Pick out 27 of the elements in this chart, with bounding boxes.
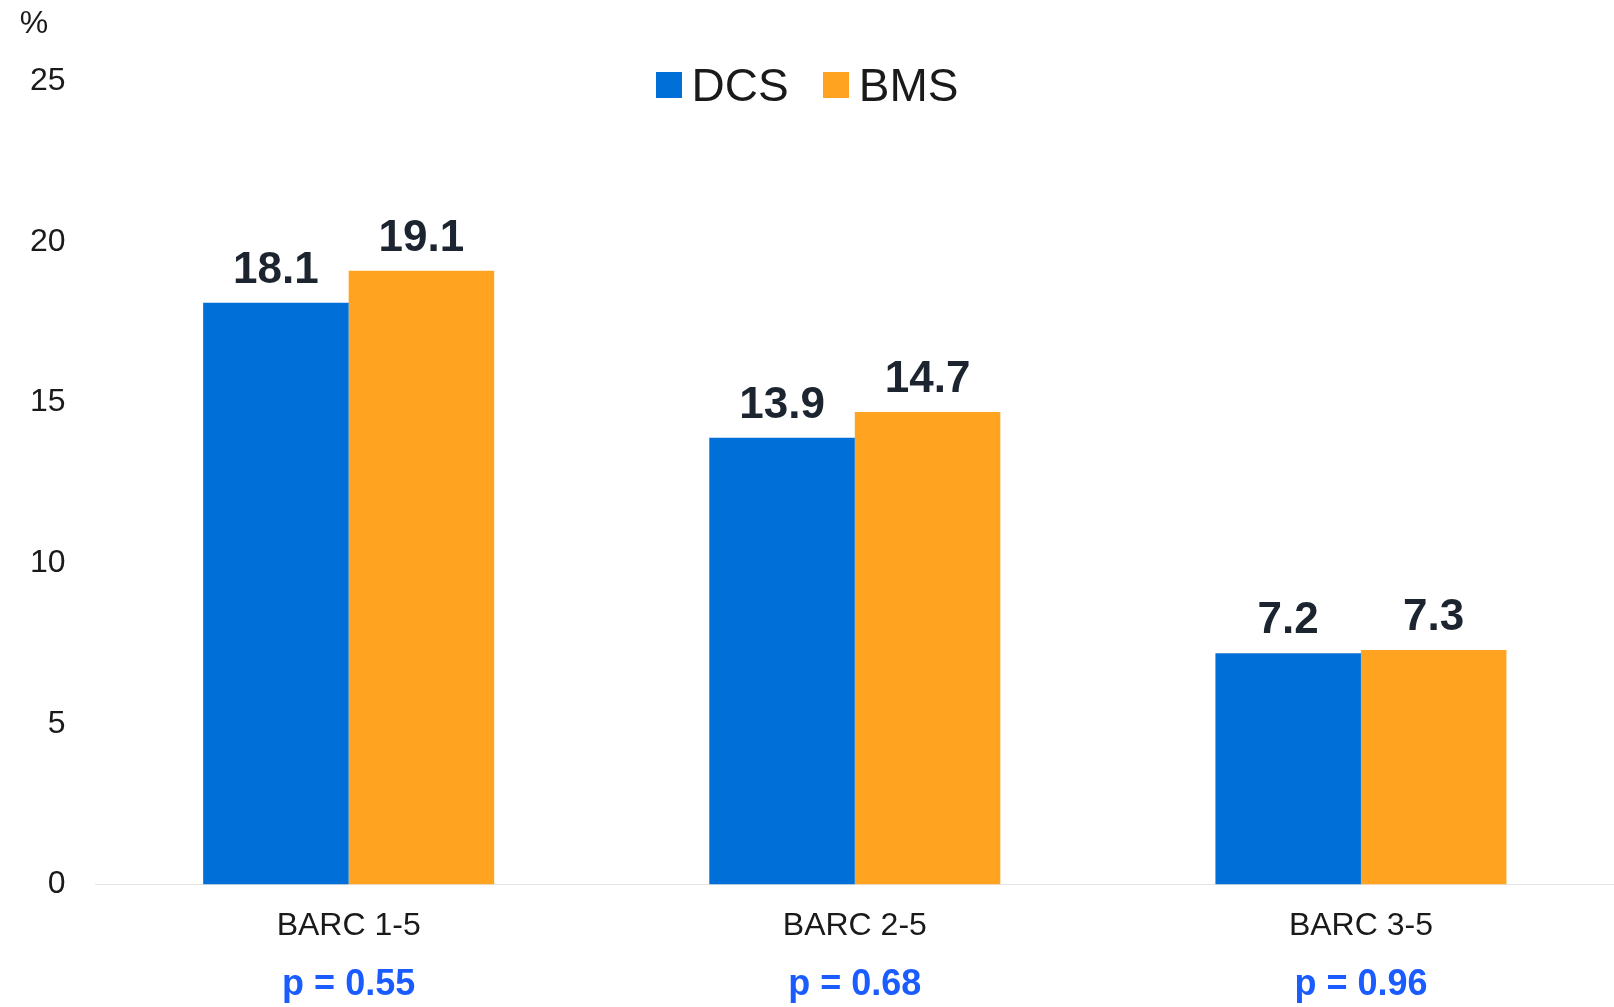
x-tick-label: BARC 3-5 xyxy=(1288,905,1433,942)
data-label: 18.1 xyxy=(233,242,319,292)
text: p = 0.68 xyxy=(788,961,922,1003)
bar xyxy=(854,412,1001,885)
legend-label: DCS xyxy=(691,58,789,112)
legend-label: BMS xyxy=(858,58,959,112)
bar xyxy=(348,270,495,885)
y-axis-title: % xyxy=(19,3,49,40)
data-label: 7.2 xyxy=(1257,593,1319,643)
y-tick-label: 5 xyxy=(47,703,66,740)
bar xyxy=(709,437,855,885)
text: p = 0.55 xyxy=(282,961,416,1003)
bar xyxy=(203,302,349,885)
y-tick-label: 0 xyxy=(47,864,66,901)
y-tick-label: 15 xyxy=(30,382,66,419)
data-label: 13.9 xyxy=(739,377,825,427)
text: p = 0.96 xyxy=(1294,961,1428,1003)
y-tick-label: 20 xyxy=(30,221,66,258)
x-tick-label: BARC 1-5 xyxy=(276,905,421,942)
y-tick-label: 10 xyxy=(30,542,66,579)
data-label: 19.1 xyxy=(378,210,465,260)
x-tick-label: BARC 2-5 xyxy=(782,905,927,942)
bar xyxy=(1215,653,1361,885)
data-label: 14.7 xyxy=(884,352,971,402)
y-tick-label: 25 xyxy=(30,60,66,97)
data-label: 7.3 xyxy=(1403,590,1465,640)
bar xyxy=(1360,649,1507,885)
